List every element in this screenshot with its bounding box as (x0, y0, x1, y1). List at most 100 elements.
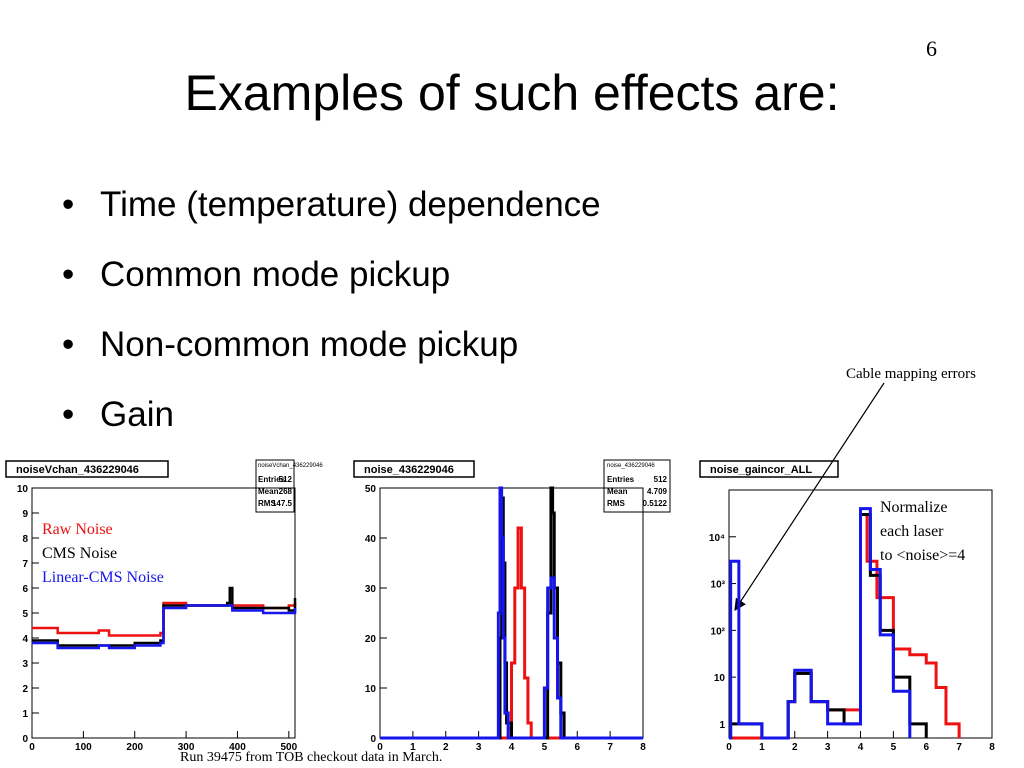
panel-title: noiseVchan_436229046 (16, 464, 139, 476)
x-tick-label: 6 (923, 742, 929, 753)
legend-raw-noise: Raw Noise (42, 521, 113, 538)
plot-area: 0 100 200 300 400 500 0 1 2 3 4 5 6 7 8 9 10 (17, 484, 298, 753)
legend-linear-cms-noise: Linear-CMS Noise (42, 569, 164, 586)
x-tick-label: 0 (29, 742, 35, 753)
stats-rms-value: 0.5122 (643, 499, 668, 508)
normalize-note-line: each laser (880, 523, 944, 540)
stats-rms-value: 147.5 (272, 499, 293, 508)
y-tick-label: 3 (22, 659, 28, 670)
x-tick-label: 1 (410, 742, 416, 753)
stats-box: noise_436229046 Entries 512 Mean 4.709 R… (603, 459, 671, 513)
callout-arrow (734, 382, 885, 612)
x-tick-label: 4 (509, 742, 515, 753)
stats-rms-label: RMS (258, 499, 276, 508)
y-tick-label: 30 (365, 584, 377, 595)
x-tick-label: 2 (443, 742, 449, 753)
stats-entries-label: Entries (607, 475, 635, 484)
y-tick-label: 10 (714, 673, 726, 684)
legend: Raw Noise CMS Noise Linear-CMS Noise (42, 521, 164, 586)
y-tick-label: 0 (370, 734, 376, 745)
x-tick-label: 7 (607, 742, 613, 753)
x-tick-label: 3 (825, 742, 831, 753)
callout-label: Cable mapping errors (846, 366, 976, 382)
y-tick-label: 10 (17, 484, 29, 495)
series-line-cms-noise (32, 586, 297, 647)
bullet-glyph: • (62, 255, 75, 294)
x-tick-label: 400 (229, 742, 246, 753)
y-tick-label: 10⁴ (709, 533, 725, 544)
y-tick-label: 10³ (711, 580, 726, 591)
y-tick-label: 1 (22, 709, 28, 720)
panel-title-box (5, 460, 169, 478)
series-line-raw-noise (380, 526, 643, 740)
x-tick-label: 3 (476, 742, 482, 753)
bullet-glyph: • (62, 325, 75, 364)
slide-title: Examples of such effects are: (184, 65, 840, 121)
stats-name: noise_436229046 (607, 463, 655, 469)
y-tick-label: 4 (22, 634, 28, 645)
x-tick-label: 8 (640, 742, 646, 753)
normalize-note-line: to <noise>=4 (880, 547, 965, 564)
stats-mean-label: Mean (258, 487, 279, 496)
stats-box-frame (603, 459, 671, 513)
stats-name: noiseVchan_436229046 (258, 463, 323, 469)
y-tick-label: 8 (22, 534, 28, 545)
panel-title: noise_436229046 (364, 464, 454, 476)
y-tick-label: 10² (711, 626, 726, 637)
panel-noise-vs-channel: noiseVchan_436229046 noiseVchan_43622904… (5, 459, 323, 586)
stats-box-frame (255, 459, 295, 513)
y-tick-label: 7 (22, 559, 28, 570)
stats-box: noiseVchan_436229046 Entries 512 Mean 26… (255, 459, 323, 513)
x-tick-label: 300 (178, 742, 195, 753)
series-line-linear-cms-noise (380, 486, 643, 740)
series-line-linear-cms-noise (729, 507, 912, 740)
stats-mean-label: Mean (607, 487, 628, 496)
panel-title-box (699, 460, 839, 478)
y-tick-label: 1 (719, 720, 725, 731)
bullet-item: • Time (temperature) dependence (62, 170, 601, 240)
y-tick-label: 40 (365, 534, 377, 545)
stats-entries-label: Entries (258, 475, 286, 484)
panel-gain-corrected-noise: noise_gaincor_ALL Normalize each laser t… (699, 460, 965, 564)
x-tick-label: 500 (280, 742, 297, 753)
legend-cms-noise: CMS Noise (42, 545, 117, 562)
x-tick-label: 5 (542, 742, 548, 753)
y-tick-label: 9 (22, 509, 28, 520)
stats-rms-label: RMS (607, 499, 625, 508)
x-tick-label: 6 (574, 742, 580, 753)
y-tick-label: 20 (365, 634, 377, 645)
series-line-linear-cms-noise (32, 604, 297, 650)
x-tick-label: 1 (759, 742, 765, 753)
bullet-text: Common mode pickup (100, 255, 451, 294)
bullet-text: Time (temperature) dependence (100, 185, 601, 224)
stats-entries-value: 512 (654, 475, 668, 484)
x-tick-label: 2 (792, 742, 798, 753)
bullet-item: • Common mode pickup (62, 240, 601, 310)
y-tick-label: 2 (22, 684, 28, 695)
bullet-glyph: • (62, 395, 75, 434)
bullet-text: Gain (100, 395, 174, 434)
plot-area: 0 1 2 3 4 5 6 7 8 0 10 20 30 40 50 (365, 484, 646, 753)
bullet-item: • Gain (62, 380, 601, 450)
bullet-item: • Non-common mode pickup (62, 310, 601, 380)
bullet-text: Non-common mode pickup (100, 325, 519, 364)
footnote: Run 39475 from TOB checkout data in Marc… (180, 750, 443, 765)
x-tick-label: 5 (891, 742, 897, 753)
panel-noise-distribution: noise_436229046 noise_436229046 Entries … (353, 459, 671, 513)
x-tick-label: 0 (726, 742, 732, 753)
bullet-glyph: • (62, 185, 75, 224)
panel-title: noise_gaincor_ALL (710, 464, 812, 476)
panel-title-box (353, 460, 475, 478)
y-tick-label: 50 (365, 484, 377, 495)
x-tick-label: 8 (989, 742, 995, 753)
x-tick-label: 200 (126, 742, 143, 753)
stats-entries-value: 512 (279, 475, 293, 484)
x-tick-label: 7 (956, 742, 962, 753)
bullet-list: • Time (temperature) dependence • Common m… (62, 170, 601, 450)
normalize-note-line: Normalize (880, 499, 948, 516)
slide-number: 6 (926, 36, 937, 61)
y-tick-label: 5 (22, 609, 28, 620)
x-tick-label: 100 (75, 742, 92, 753)
